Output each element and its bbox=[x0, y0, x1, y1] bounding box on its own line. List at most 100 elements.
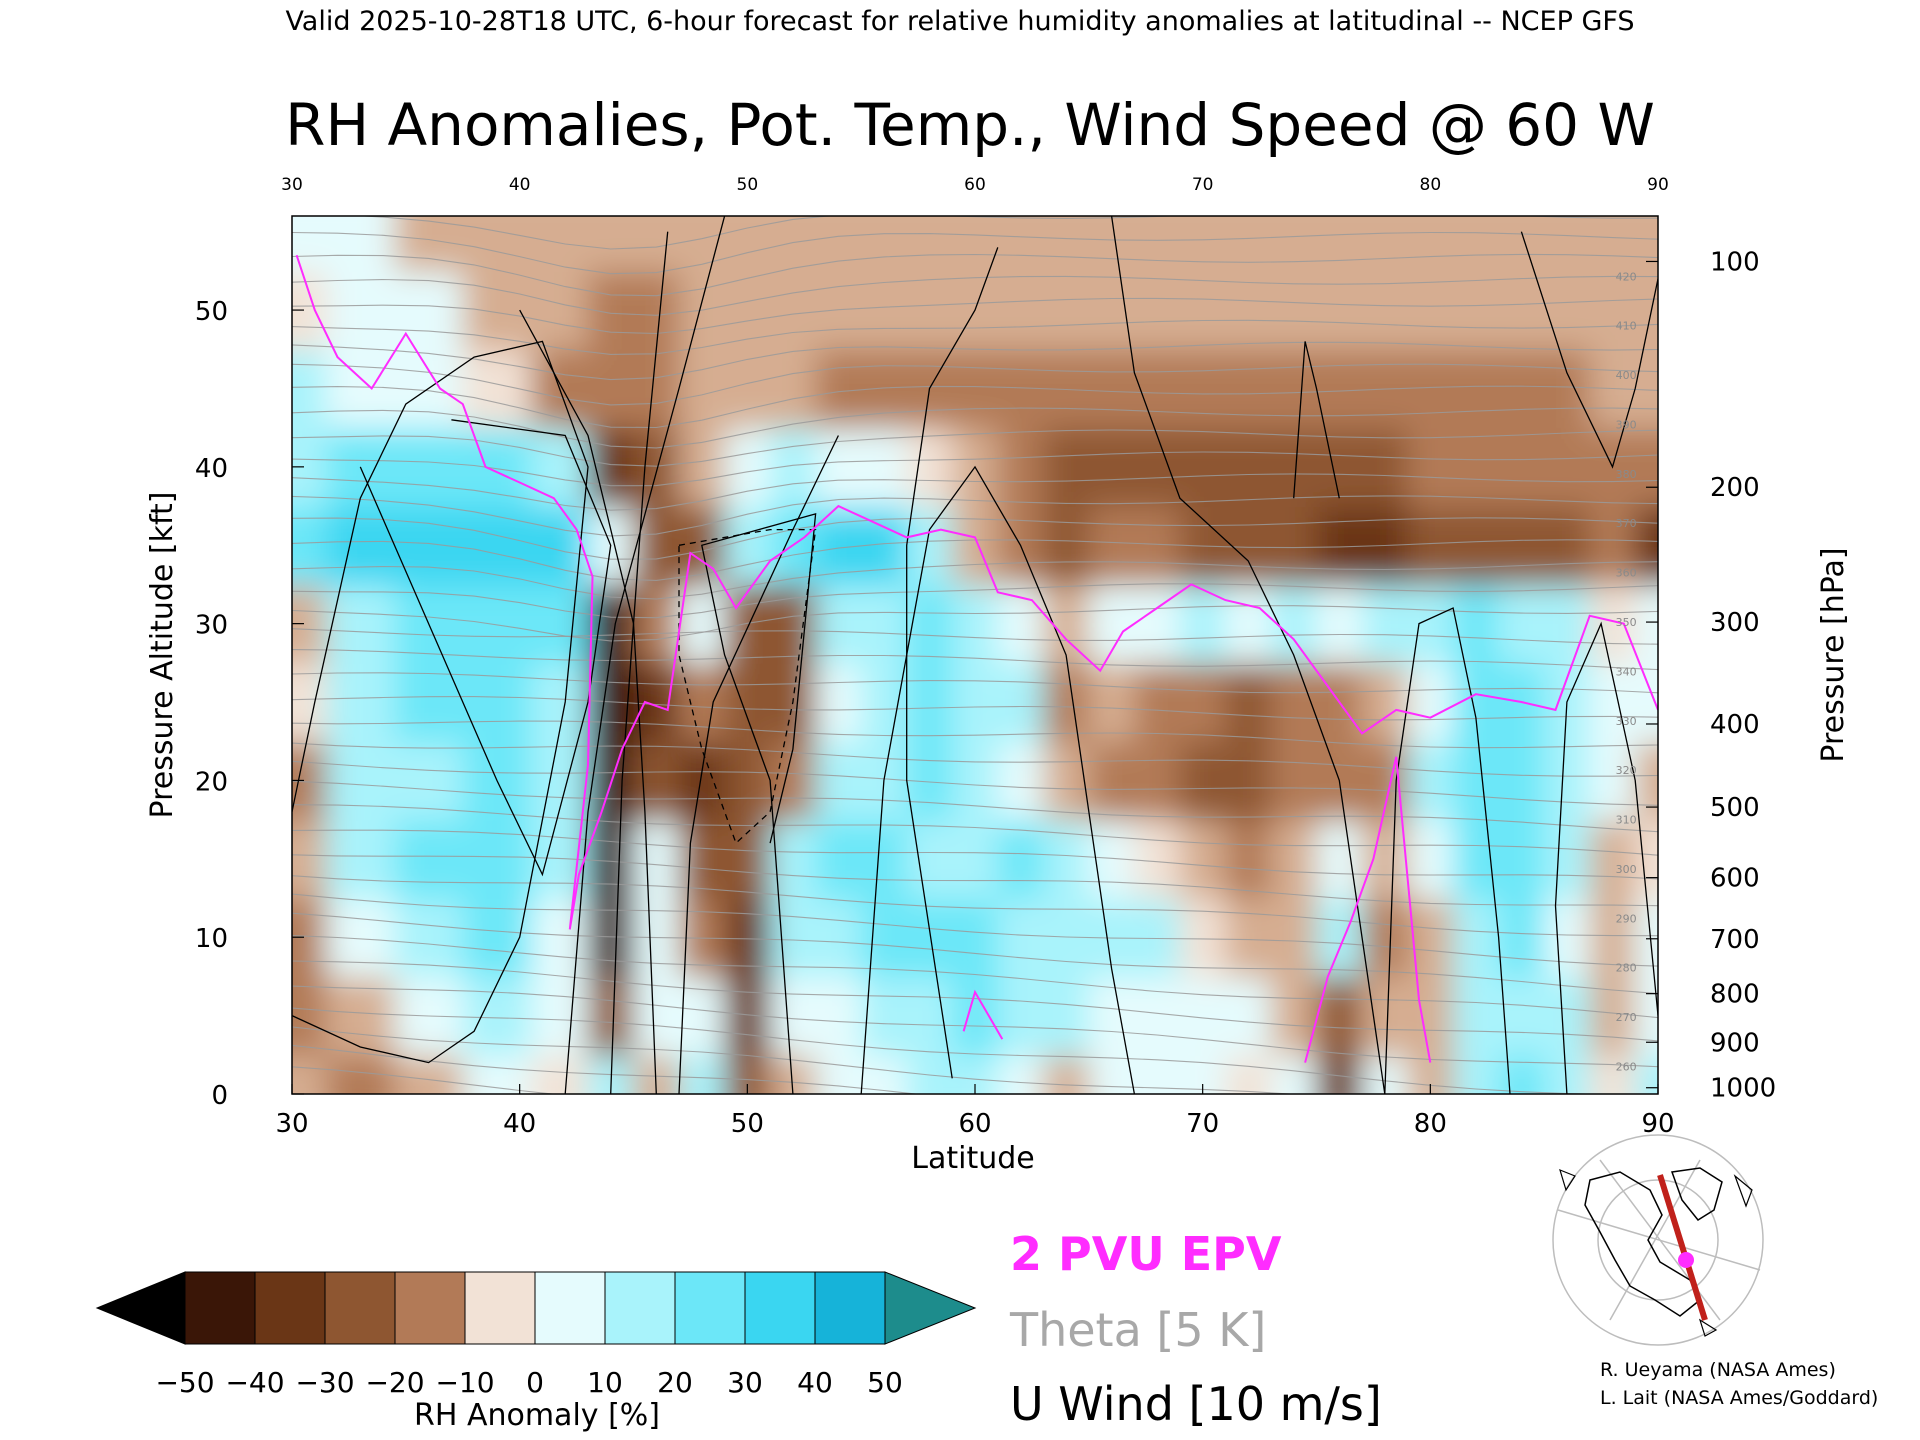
theta-contour-line bbox=[292, 854, 1658, 907]
heatmap-cell bbox=[997, 216, 1045, 272]
heatmap-cell bbox=[1134, 819, 1181, 900]
heatmap-cell bbox=[1270, 662, 1318, 743]
heatmap-cell bbox=[531, 216, 589, 272]
heatmap-cell bbox=[1316, 819, 1364, 900]
colorbar-tick-label: −40 bbox=[225, 1366, 284, 1399]
heatmap-cell bbox=[906, 270, 954, 351]
heatmap-cell bbox=[679, 662, 726, 743]
heatmap-cell bbox=[1134, 1054, 1181, 1094]
heatmap-cell bbox=[952, 898, 999, 978]
heatmap-cell bbox=[997, 976, 1045, 1056]
heatmap-cell bbox=[462, 216, 533, 272]
heatmap-cell bbox=[1407, 349, 1455, 429]
theta-contour-line bbox=[292, 495, 1658, 537]
heatmap-cell bbox=[462, 584, 533, 664]
x-tick-label: 50 bbox=[731, 1109, 764, 1139]
theta-contour-line bbox=[292, 742, 1658, 777]
heatmap-cell bbox=[1225, 349, 1272, 429]
heatmap-cell bbox=[952, 349, 999, 429]
theta-contour-label: 290 bbox=[1616, 912, 1637, 925]
heatmap-cell bbox=[1498, 349, 1546, 429]
heatmap-cell bbox=[587, 427, 635, 508]
heatmap-cell bbox=[394, 662, 464, 743]
heatmap-cell bbox=[906, 662, 954, 743]
heatmap-cell bbox=[1635, 427, 1658, 508]
epv-contour-line bbox=[295, 254, 1658, 930]
heatmap-cell bbox=[394, 216, 464, 272]
heatmap-cell bbox=[326, 662, 396, 743]
x-top-tick-label: 40 bbox=[509, 175, 531, 195]
heatmap-cell bbox=[906, 584, 954, 664]
heatmap-cell bbox=[462, 506, 533, 586]
heatmap-cell bbox=[292, 898, 328, 978]
heatmap-cell bbox=[1498, 976, 1546, 1056]
heatmap-cell bbox=[679, 741, 726, 821]
heatmap-cell bbox=[815, 662, 863, 743]
plot-area: 2602702802903003103203303403503603703803… bbox=[195, 175, 1776, 1139]
theta-contour-label: 340 bbox=[1616, 665, 1637, 678]
pressure-tick-label: 300 bbox=[1710, 608, 1760, 638]
heatmap-cell bbox=[1134, 976, 1181, 1056]
heatmap-cell bbox=[1453, 584, 1500, 664]
colorbar-high-arrow bbox=[884, 1271, 977, 1345]
x-tick-label: 70 bbox=[1186, 1109, 1219, 1139]
colorbar-segment bbox=[184, 1271, 256, 1345]
heatmap-cell bbox=[952, 584, 999, 664]
heatmap-cell bbox=[1043, 584, 1090, 664]
theta-contour-label: 390 bbox=[1616, 418, 1637, 431]
heatmap-cell bbox=[633, 216, 681, 272]
map-coastline-islands bbox=[1559, 1168, 1753, 1337]
pressure-axis-label: Pressure [hPa] bbox=[1816, 547, 1851, 762]
heatmap-cell bbox=[1453, 349, 1500, 429]
legend-theta: Theta [5 K] bbox=[1009, 1303, 1266, 1357]
theta-contour-line bbox=[292, 960, 1658, 1042]
heatmap-cell bbox=[861, 584, 908, 664]
heatmap-cell bbox=[326, 270, 396, 351]
heatmap-cell bbox=[906, 1054, 954, 1094]
u-wind-contour-line bbox=[678, 435, 839, 1094]
theta-contour-line bbox=[292, 319, 1658, 355]
pressure-tick-label: 700 bbox=[1710, 925, 1760, 955]
heatmap-cell bbox=[1635, 584, 1658, 664]
heatmap-cell bbox=[1635, 1054, 1658, 1094]
heatmap-cell bbox=[1134, 741, 1181, 821]
theta-contour-line bbox=[292, 696, 1658, 721]
u-wind-contour-line bbox=[1520, 231, 1658, 469]
heatmap-cell bbox=[1544, 349, 1591, 429]
heatmap-cell bbox=[1225, 898, 1272, 978]
x-tick-label: 40 bbox=[503, 1109, 536, 1139]
u-wind-contour-line bbox=[860, 465, 1136, 1094]
heatmap-cell bbox=[394, 819, 464, 900]
heatmap-cell bbox=[952, 741, 999, 821]
heatmap-cell bbox=[531, 270, 589, 351]
heatmap-cell bbox=[1635, 216, 1658, 272]
heatmap-cell bbox=[724, 270, 772, 351]
heatmap-cell bbox=[1316, 898, 1364, 978]
heatmap-cell bbox=[1498, 898, 1546, 978]
heatmap-cell bbox=[770, 898, 817, 978]
heatmap-cell bbox=[1043, 270, 1090, 351]
heatmap-cell bbox=[292, 216, 328, 272]
heatmap-cell bbox=[1316, 506, 1364, 586]
heatmap-cell bbox=[394, 1054, 464, 1094]
theta-contour-label: 270 bbox=[1616, 1011, 1637, 1024]
theta-contour-line bbox=[292, 253, 1658, 297]
heatmap-cell bbox=[952, 976, 999, 1056]
heatmap-cell bbox=[1453, 506, 1500, 586]
colorbar-tick-label: −30 bbox=[295, 1366, 354, 1399]
heatmap-cell bbox=[633, 584, 681, 664]
heatmap-cell bbox=[770, 741, 817, 821]
theta-contour-line bbox=[292, 912, 1658, 995]
heatmap-cell bbox=[770, 216, 817, 272]
u-wind-contour-line bbox=[1554, 621, 1658, 1094]
heatmap-cell bbox=[1635, 741, 1658, 821]
theta-contour-line bbox=[292, 605, 1658, 642]
heatmap-cell bbox=[1589, 1054, 1637, 1094]
heatmap-cell bbox=[1316, 1054, 1364, 1094]
heatmap-cell bbox=[292, 584, 328, 664]
heatmap-cell bbox=[1589, 741, 1637, 821]
colorbar-label: RH Anomaly [%] bbox=[414, 1398, 660, 1433]
x-tick-label: 90 bbox=[1641, 1109, 1674, 1139]
u-wind-contour-line bbox=[292, 340, 589, 1064]
heatmap-cell bbox=[1043, 662, 1090, 743]
